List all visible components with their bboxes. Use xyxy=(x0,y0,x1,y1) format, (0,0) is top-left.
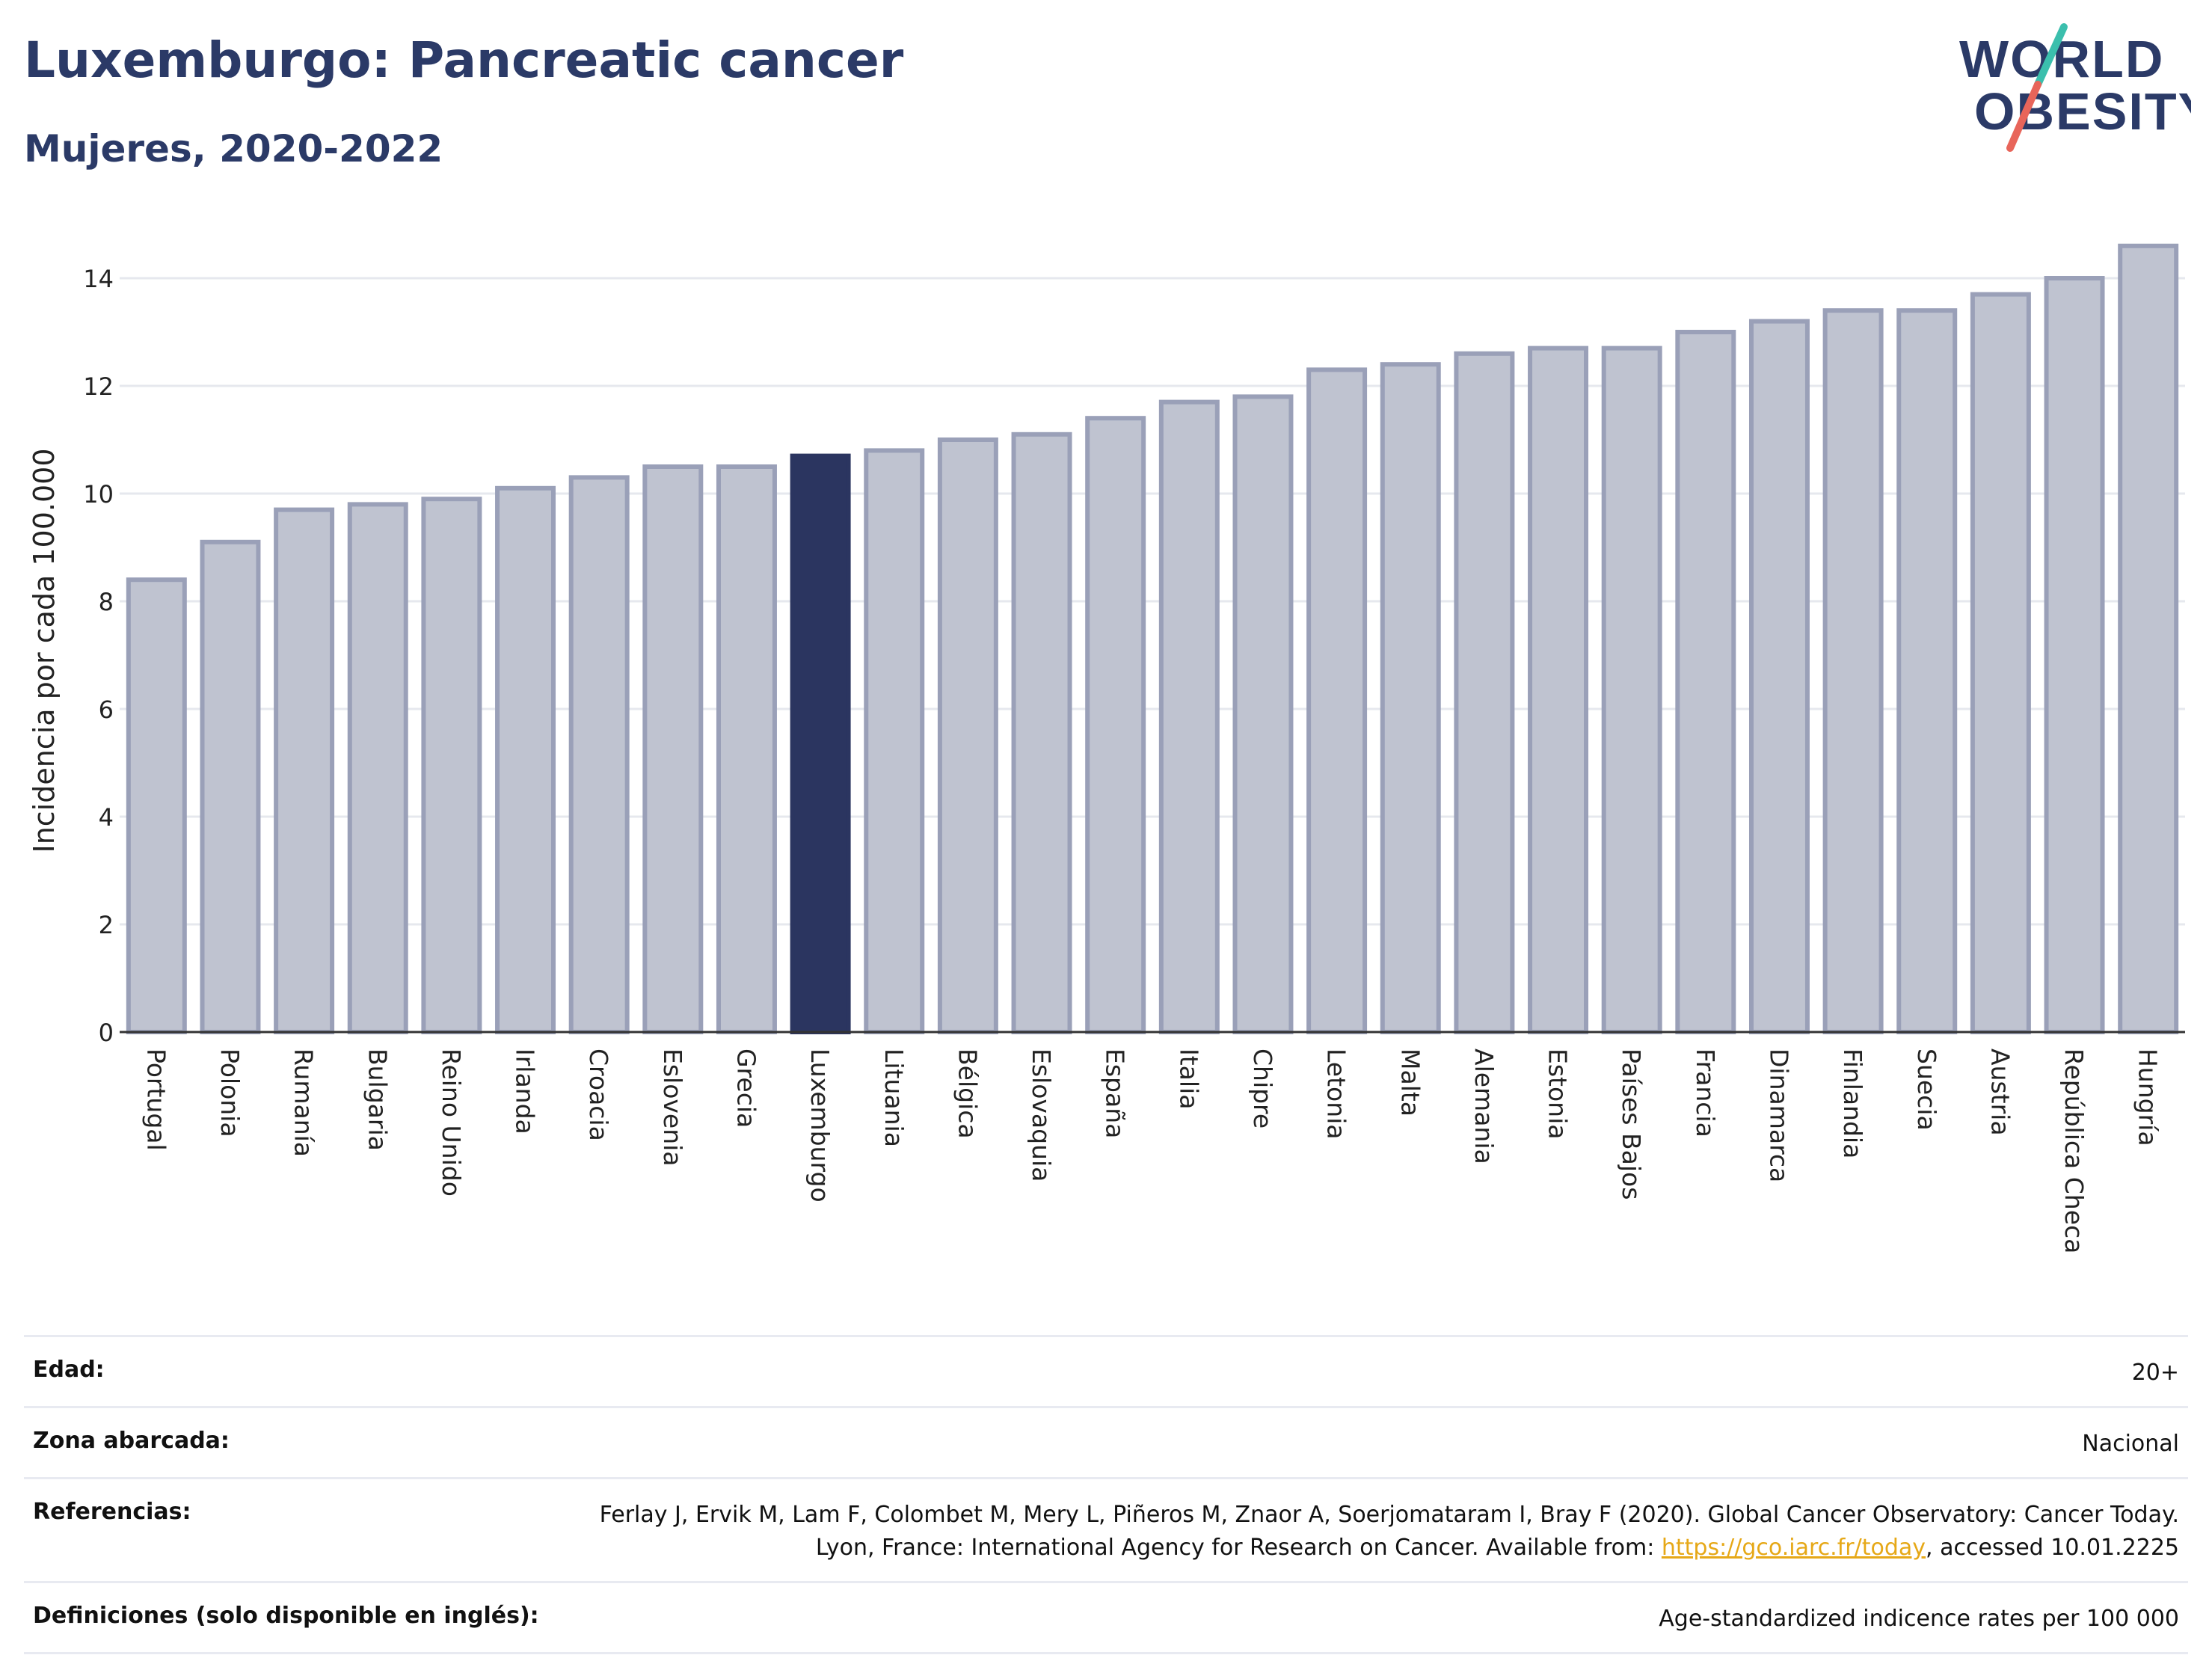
bar xyxy=(1675,330,1736,1034)
page-title: Luxemburgo: Pancreatic cancer xyxy=(24,31,904,89)
bar xyxy=(126,577,187,1034)
bar xyxy=(347,502,408,1034)
x-tick-label: Dinamarca xyxy=(1764,1048,1793,1182)
info-row-references: Referencias: Ferlay J, Ervik M, Lam F, C… xyxy=(24,1477,2188,1581)
x-tick-label: Bulgaria xyxy=(363,1048,392,1151)
reference-accessed: , accessed 10.01.2225 xyxy=(1926,1535,2179,1561)
logo-slash-bottom xyxy=(2006,81,2042,152)
info-label: Definiciones (solo disponible en inglés)… xyxy=(33,1603,539,1629)
x-tick-label: Países Bajos xyxy=(1617,1048,1646,1200)
bar xyxy=(1748,319,1810,1035)
bar xyxy=(1822,308,1884,1034)
bar xyxy=(1158,399,1220,1035)
world-obesity-logo: WORLD OBESITY xyxy=(1959,23,2191,152)
x-tick-label: Francia xyxy=(1691,1048,1720,1137)
x-tick-labels: Portugal Polonia Rumanía Bulgaria Reino Unid… xyxy=(141,1048,2162,1253)
y-tick-label: 4 xyxy=(99,803,114,832)
bar xyxy=(200,539,261,1034)
bar xyxy=(1380,362,1441,1034)
y-tick-label: 8 xyxy=(99,588,114,616)
bar xyxy=(864,448,925,1034)
bar xyxy=(1896,308,1958,1034)
reference-link[interactable]: https://gco.iarc.fr/today xyxy=(1661,1535,1926,1561)
x-tick-label: Alemania xyxy=(1469,1048,1499,1164)
x-tick-label: Croacia xyxy=(584,1048,613,1141)
info-row-zone: Zona abarcada: Nacional xyxy=(24,1406,2188,1477)
bar xyxy=(1306,367,1368,1034)
bar xyxy=(1232,394,1294,1034)
x-tick-label: Polonia xyxy=(215,1048,245,1137)
y-tick-label: 2 xyxy=(99,911,114,939)
info-label: Edad: xyxy=(33,1357,105,1383)
bar xyxy=(1085,416,1146,1034)
x-tick-label: Lituania xyxy=(879,1048,909,1147)
x-tick-label: Italia xyxy=(1174,1048,1203,1109)
y-tick-label: 10 xyxy=(83,480,114,509)
bar xyxy=(937,437,998,1034)
bar xyxy=(2118,243,2179,1034)
info-value: Nacional xyxy=(2082,1431,2179,1457)
x-tick-label: Suecia xyxy=(1912,1048,1941,1131)
x-tick-label: Hungría xyxy=(2133,1048,2163,1146)
bar xyxy=(1454,351,1515,1035)
logo-line2: OBESITY xyxy=(1974,82,2191,141)
bar-highlighted xyxy=(790,453,851,1035)
x-tick-label: Eslovaquia xyxy=(1027,1048,1056,1182)
info-value: 20+ xyxy=(2131,1360,2179,1386)
y-tick-label: 12 xyxy=(83,372,114,401)
x-tick-label: Chipre xyxy=(1248,1048,1277,1129)
reference-text: Ferlay J, Ervik M, Lam F, Colombet M, Me… xyxy=(599,1502,2179,1561)
bar xyxy=(495,485,556,1034)
y-tick-label: 6 xyxy=(99,696,114,724)
info-table: Edad: 20+ Zona abarcada: Nacional Refere… xyxy=(24,1335,2188,1654)
x-tick-label: Luxemburgo xyxy=(805,1048,835,1203)
bar xyxy=(421,497,482,1034)
x-tick-label: España xyxy=(1101,1048,1130,1138)
bar xyxy=(1970,292,2031,1035)
bar-chart: 0 2 4 6 8 10 12 14 Portugal Polonia Rumanía Bulgar… xyxy=(28,243,2185,1253)
x-tick-label: Eslovenia xyxy=(658,1048,687,1167)
bar xyxy=(1528,346,1589,1035)
bar xyxy=(568,475,630,1034)
x-tick-label: República Checa xyxy=(2059,1048,2089,1253)
info-row-definitions: Definiciones (solo disponible en inglés)… xyxy=(24,1581,2188,1654)
info-value: Ferlay J, Ervik M, Lam F, Colombet M, Me… xyxy=(534,1499,2179,1565)
bar xyxy=(1011,432,1072,1034)
bar xyxy=(274,507,335,1035)
x-tick-label: Bélgica xyxy=(953,1048,982,1139)
page-subtitle: Mujeres, 2020-2022 xyxy=(24,127,443,171)
bar xyxy=(1601,346,1662,1035)
y-tick-labels: 0 2 4 6 8 10 12 14 xyxy=(83,265,114,1047)
y-axis-label: Incidencia por cada 100.000 xyxy=(28,448,61,853)
x-tick-label: Rumanía xyxy=(289,1048,319,1157)
y-tick-label: 14 xyxy=(83,265,114,293)
info-label: Zona abarcada: xyxy=(33,1428,230,1454)
info-value: Age-standardized indicence rates per 100… xyxy=(1659,1606,2179,1632)
x-tick-label: Irlanda xyxy=(511,1048,540,1134)
bar xyxy=(2044,276,2105,1034)
info-row-age: Edad: 20+ xyxy=(24,1335,2188,1406)
x-tick-label: Estonia xyxy=(1543,1048,1573,1139)
x-tick-label: Letonia xyxy=(1322,1048,1351,1140)
x-tick-label: Portugal xyxy=(141,1048,170,1151)
x-tick-label: Austria xyxy=(1985,1048,2015,1136)
x-tick-label: Finlandia xyxy=(1838,1048,1867,1158)
x-tick-label: Reino Unido xyxy=(437,1048,466,1197)
logo-slash-top xyxy=(2034,23,2068,88)
x-tick-label: Malta xyxy=(1395,1048,1425,1117)
x-tick-label: Grecia xyxy=(731,1048,761,1128)
bars xyxy=(126,243,2179,1035)
info-label: Referencias: xyxy=(33,1499,191,1525)
bar xyxy=(642,464,704,1034)
bar xyxy=(716,464,777,1034)
y-tick-label: 0 xyxy=(99,1019,114,1047)
